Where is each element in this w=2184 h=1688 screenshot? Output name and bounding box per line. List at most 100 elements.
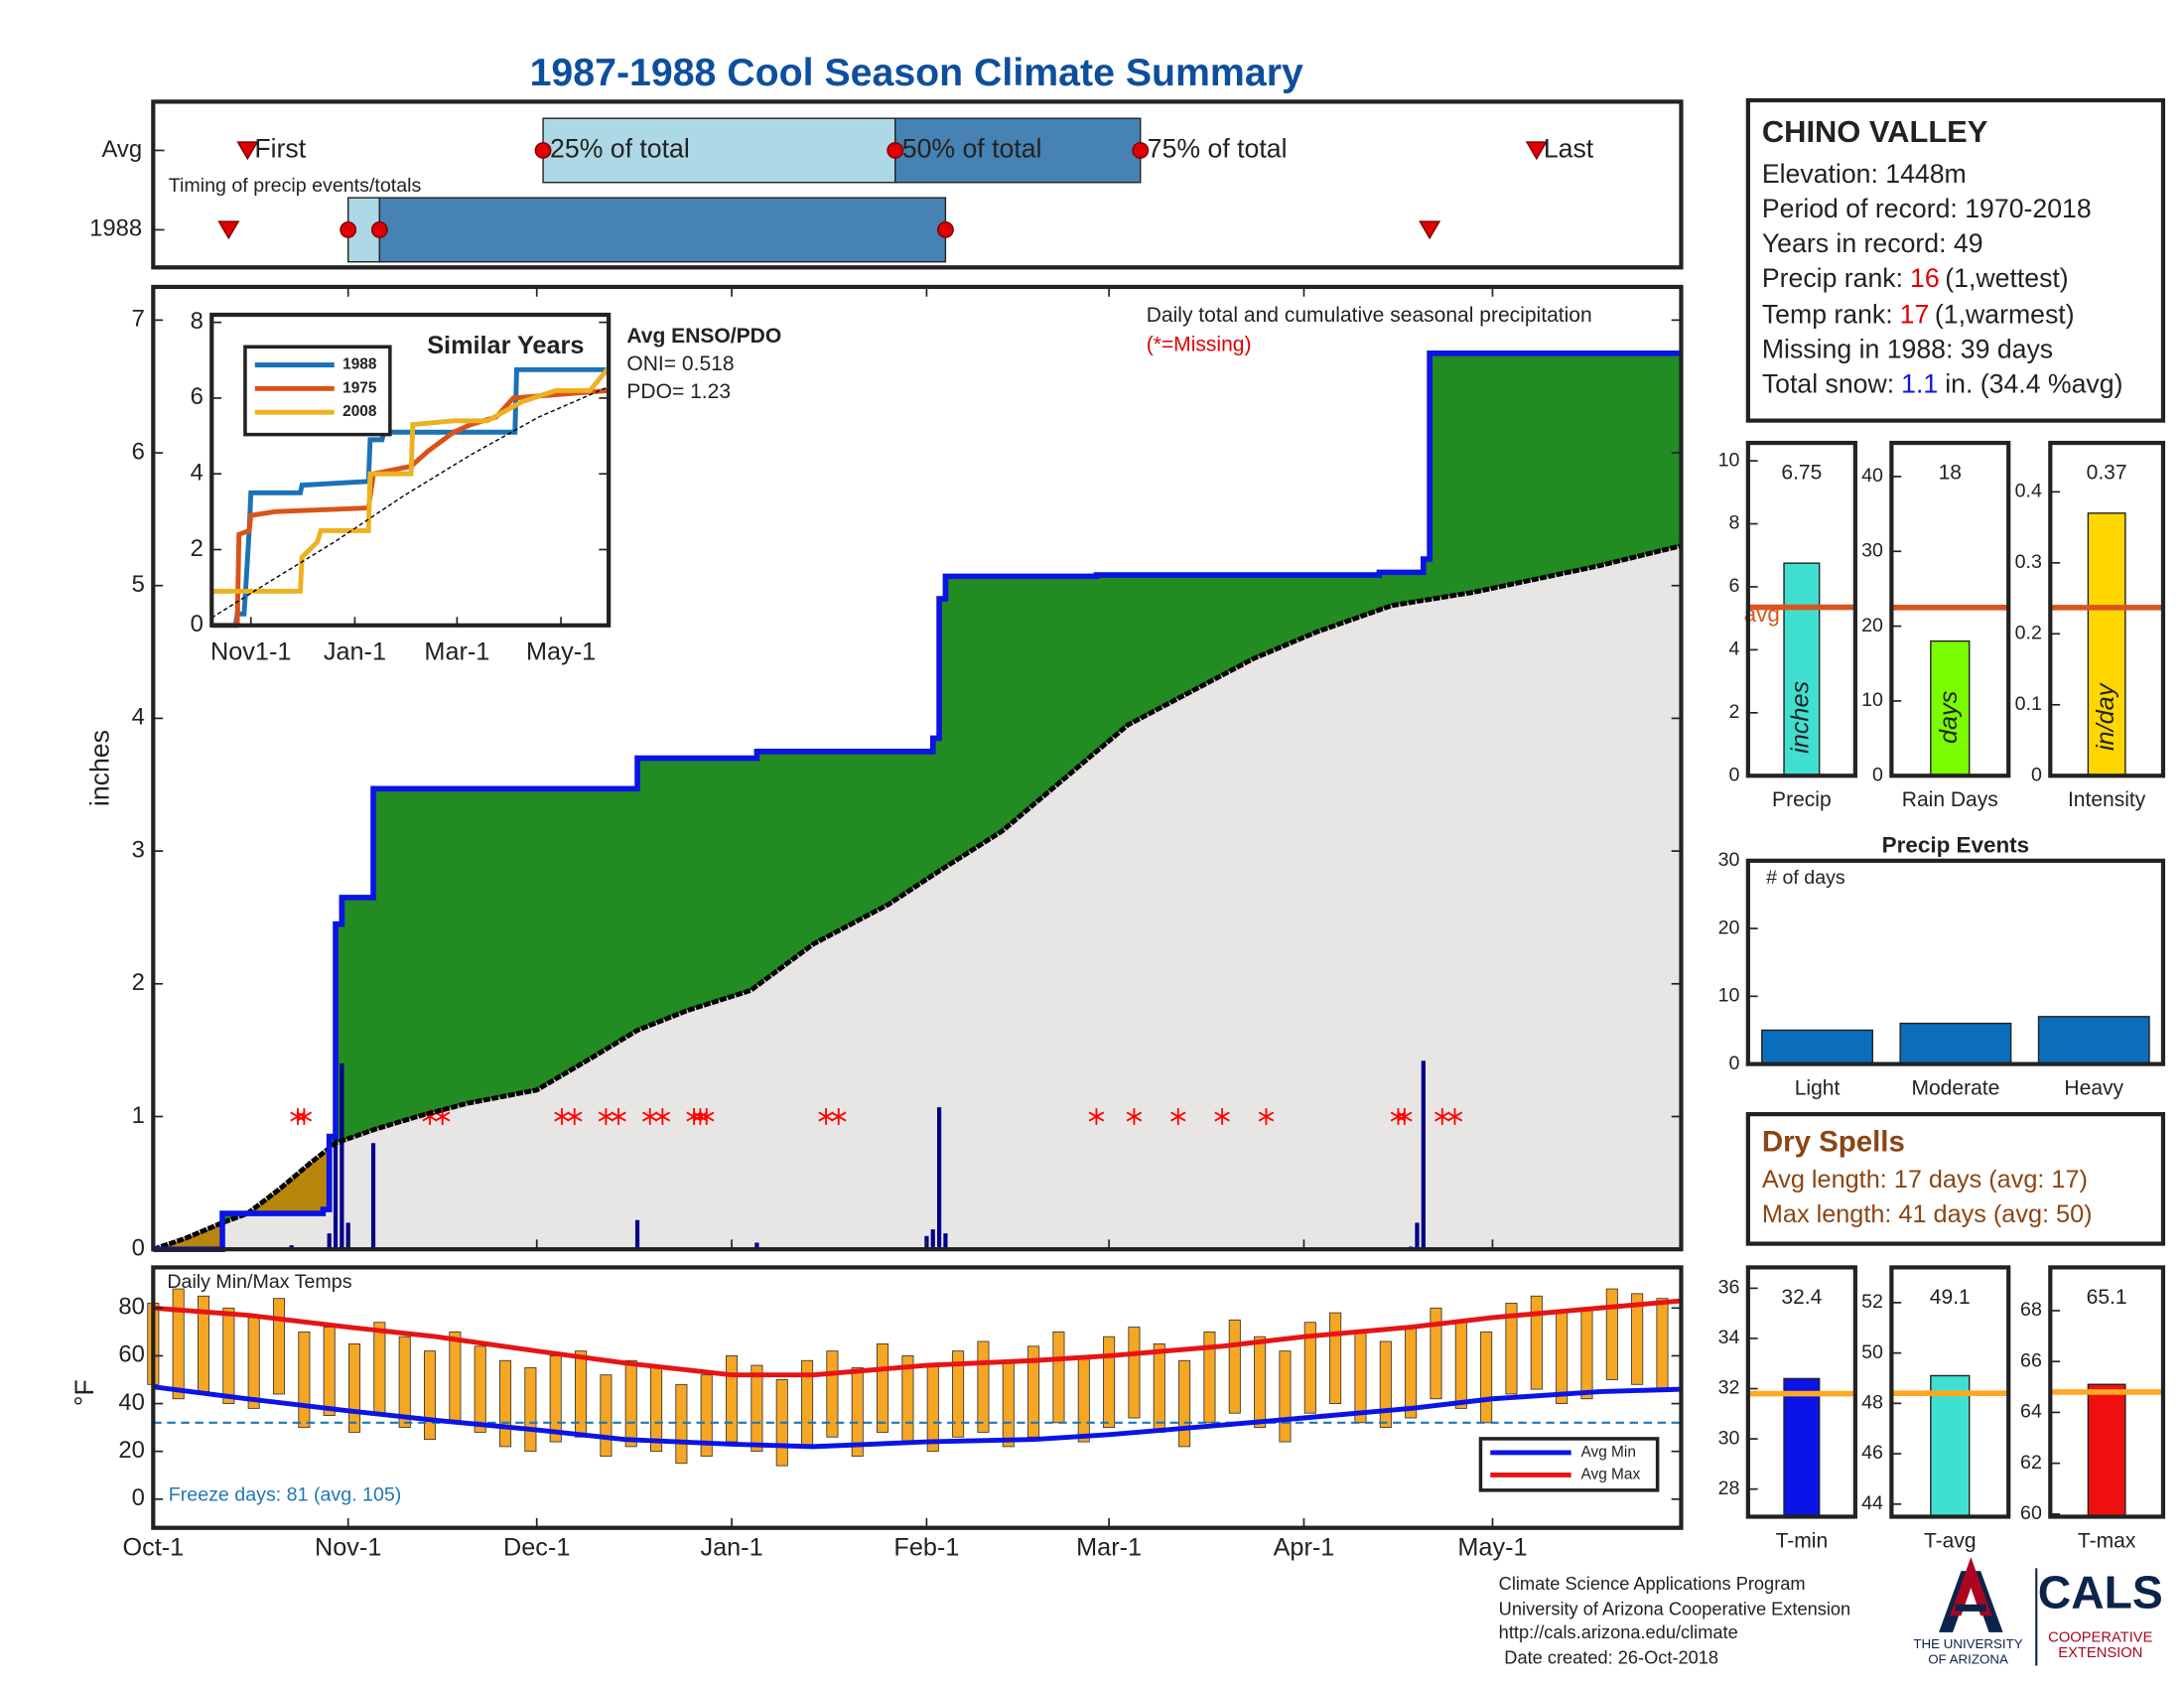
- logo-university: THE UNIVERSITY: [1913, 1636, 2022, 1651]
- unit-label: in/day: [2092, 682, 2119, 751]
- x-tick-label: Apr-1: [1274, 1533, 1335, 1561]
- missing-stroke: [654, 1111, 671, 1122]
- daily-bar: [1415, 1222, 1420, 1250]
- temp-bar: [926, 1364, 939, 1453]
- temp-bar: [575, 1350, 588, 1438]
- y-tick-label: 66: [2020, 1349, 2042, 1371]
- temp-bar: [1379, 1340, 1392, 1429]
- timing-marker: [534, 142, 552, 159]
- value-label: 0.37: [2087, 461, 2127, 484]
- daily-bar: [936, 1107, 942, 1250]
- x-tick-label: Dec-1: [503, 1533, 570, 1561]
- y-tick-label: 48: [1861, 1392, 1883, 1414]
- y-tick-label: 20: [118, 1437, 145, 1464]
- missing-stroke: [1446, 1111, 1463, 1122]
- missing-marker: [641, 1108, 658, 1125]
- freeze-annotation: Freeze days: 81 (avg. 105): [169, 1484, 402, 1506]
- daily-bar: [340, 1063, 344, 1250]
- snow-label: Total snow:: [1762, 369, 1894, 399]
- x-tick-label: May-1: [526, 638, 596, 666]
- series-line: [211, 365, 612, 594]
- dry-spells-max: Max length: 41 days (avg: 50): [1762, 1200, 2093, 1228]
- axes-frame: [151, 99, 1684, 270]
- daily-bar: [930, 1229, 935, 1250]
- y-tick-label: 20: [1861, 615, 1883, 636]
- category-label: Heavy: [2064, 1076, 2123, 1099]
- temp-bar: [1605, 1288, 1618, 1380]
- timing-marker: [1132, 142, 1150, 159]
- daily-bar: [345, 1222, 350, 1250]
- category-label: T-min: [1776, 1529, 1829, 1552]
- temp-rank-value: 17: [1900, 299, 1930, 329]
- precip-rank: Precip rank: 16 (1,wettest): [1762, 263, 2069, 293]
- missing-stroke: [1214, 1111, 1230, 1122]
- y-tick-label: 2: [132, 969, 145, 996]
- missing-stroke: [1126, 1111, 1143, 1122]
- y-tick-label: 68: [2020, 1299, 2042, 1321]
- timing-bar: [378, 197, 947, 263]
- y-tick-label: 2: [1728, 701, 1739, 723]
- y-tick-label: 0.3: [2015, 551, 2042, 573]
- missing-stroke: [434, 1111, 451, 1122]
- station-missing: Missing in 1988: 39 days: [1762, 335, 2053, 364]
- value-label: 6.75: [1781, 461, 1822, 484]
- missing-marker: [290, 1108, 306, 1125]
- temp-bar: [524, 1367, 537, 1453]
- unit-label: inches: [1787, 681, 1815, 754]
- legend-box: [1478, 1437, 1660, 1492]
- avg-cumulative-line: [152, 543, 1683, 1252]
- temp-bar: [1279, 1350, 1292, 1443]
- y-tick-label: 0: [1728, 764, 1739, 785]
- logo-extension: COOPERATIVE: [2048, 1629, 2152, 1645]
- missing-marker: [698, 1108, 715, 1125]
- missing-marker: [611, 1108, 626, 1125]
- event-bar: [1899, 1022, 2012, 1065]
- y-tick-label: 0.2: [2015, 623, 2042, 644]
- summary-bar: [1930, 1374, 1971, 1518]
- temp-bar: [751, 1364, 763, 1453]
- category-label: Moderate: [1911, 1076, 1999, 1099]
- x-tick-label: May-1: [1457, 1533, 1527, 1561]
- avg-temp-line: [153, 1384, 1682, 1450]
- missing-marker: [692, 1108, 709, 1125]
- y-tick-label: 6: [132, 438, 145, 465]
- temp-bar: [1103, 1336, 1116, 1429]
- missing-stroke: [296, 1111, 313, 1122]
- timing-marker: [236, 141, 259, 161]
- missing-stroke: [830, 1111, 847, 1122]
- x-tick-label: Jan-1: [700, 1533, 762, 1561]
- axes-frame: [151, 1265, 1684, 1530]
- temp-bar: [347, 1342, 361, 1433]
- series-line: [210, 385, 610, 619]
- missing-stroke: [686, 1111, 702, 1122]
- axes-frame: [1745, 858, 2166, 1066]
- missing-stroke: [1434, 1111, 1450, 1122]
- temp-bar: [877, 1342, 889, 1433]
- axes-frame: [2048, 1265, 2166, 1519]
- temp-bar: [1329, 1312, 1342, 1404]
- daily-bar: [327, 1233, 332, 1250]
- temp-bar: [1454, 1319, 1467, 1409]
- missing-stroke: [566, 1111, 583, 1122]
- annotation: Daily total and cumulative seasonal prec…: [1147, 304, 1592, 327]
- axes-frame: [1889, 1265, 2011, 1519]
- dry-spells-title: Dry Spells: [1762, 1125, 1905, 1158]
- snow-value: 1.1: [1901, 369, 1938, 399]
- missing-marker: [1446, 1108, 1463, 1125]
- timing-bar: [542, 117, 896, 184]
- timing-label: 75% of total: [1148, 134, 1288, 164]
- temp-bar: [851, 1367, 864, 1457]
- missing-stroke: [1397, 1111, 1413, 1122]
- y-tick-label: 0.4: [2015, 481, 2042, 502]
- axes-frame: [2048, 440, 2166, 778]
- temp-bar: [499, 1359, 512, 1448]
- axes-frame: [1745, 1265, 1857, 1519]
- temp-bar: [474, 1345, 486, 1433]
- normal-area: [153, 545, 1682, 1250]
- timing-marker: [887, 142, 904, 159]
- missing-note: (*=Missing): [1147, 333, 1252, 355]
- temp-bar: [1430, 1307, 1442, 1400]
- y-tick-label: 6: [191, 383, 204, 410]
